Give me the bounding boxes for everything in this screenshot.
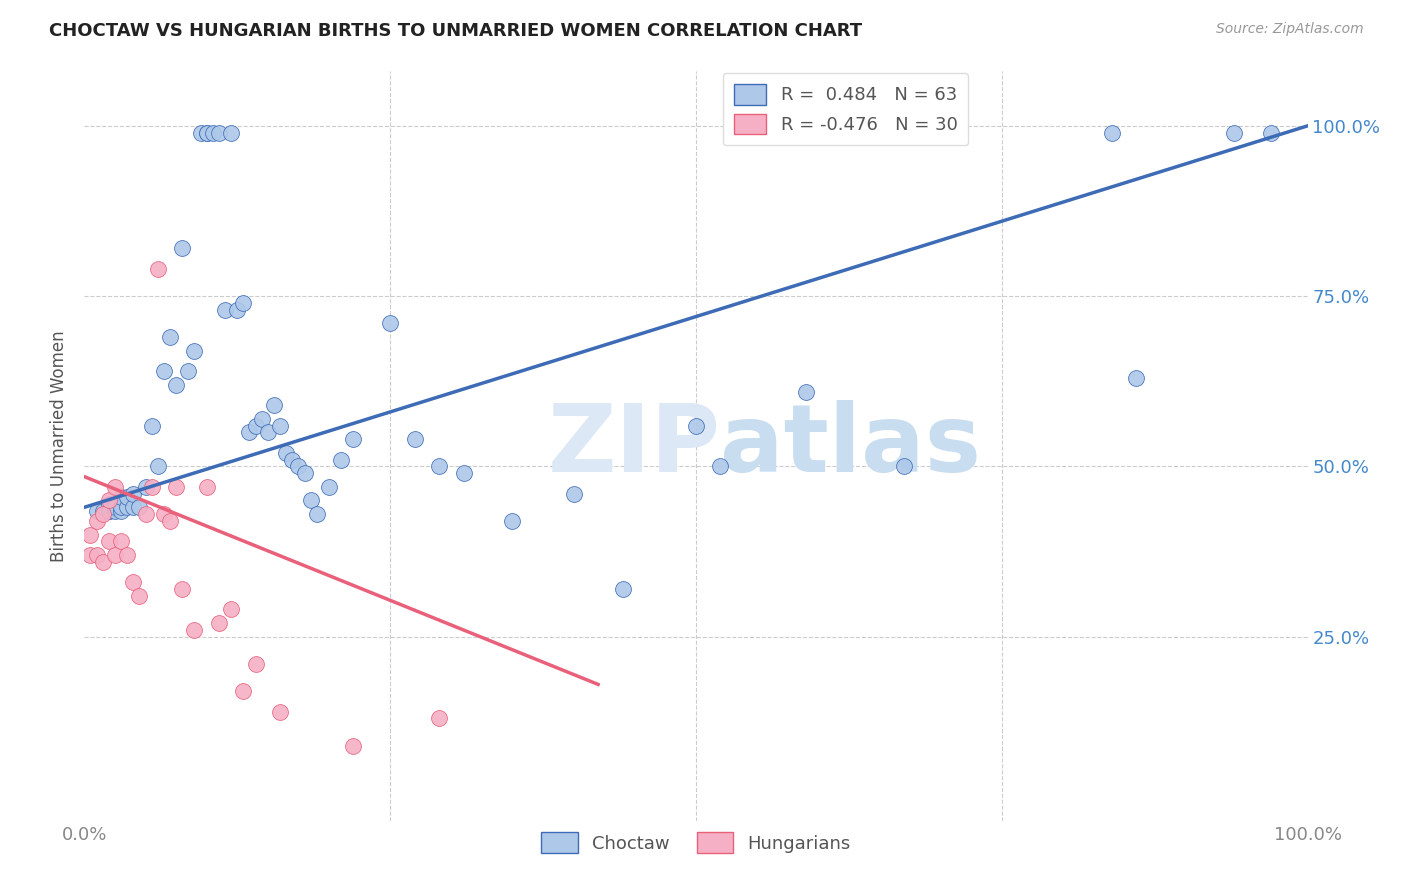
Point [153,364,176,378]
Point [110,504,132,518]
Point [79,548,101,562]
Point [201,126,224,140]
Point [330,452,353,467]
Point [263,398,285,412]
Y-axis label: Births to Unmarried Women: Births to Unmarried Women [49,330,67,562]
Point [146,459,169,474]
Point [172,242,194,256]
Point [104,548,127,562]
Point [214,302,236,317]
Point [146,261,169,276]
Point [380,317,402,331]
Point [257,425,280,440]
Point [159,514,181,528]
Point [219,602,242,616]
Point [232,296,254,310]
Point [612,582,634,596]
Point [79,527,101,541]
Point [794,384,817,399]
Point [91,555,114,569]
Point [342,432,364,446]
Point [183,623,205,637]
Point [305,507,328,521]
Point [269,705,291,719]
Point [250,411,273,425]
Point [238,425,260,440]
Text: CHOCTAW VS HUNGARIAN BIRTHS TO UNMARRIED WOMEN CORRELATION CHART: CHOCTAW VS HUNGARIAN BIRTHS TO UNMARRIED… [49,22,862,40]
Point [91,507,114,521]
Point [122,575,145,590]
Point [122,486,145,500]
Point [177,364,200,378]
Point [159,330,181,344]
Point [97,493,120,508]
Point [226,302,249,317]
Point [269,418,291,433]
Point [709,459,731,474]
Point [86,504,108,518]
Point [318,480,340,494]
Text: atlas: atlas [720,400,981,492]
Point [1223,126,1246,140]
Point [115,490,138,504]
Point [91,504,114,518]
Point [104,500,127,515]
Text: ZIP: ZIP [547,400,720,492]
Point [104,504,127,518]
Point [342,739,364,753]
Point [128,589,150,603]
Point [97,497,120,511]
Point [97,534,120,549]
Point [122,500,145,515]
Point [104,480,127,494]
Point [86,548,108,562]
Point [276,446,298,460]
Point [245,418,267,433]
Point [135,507,157,521]
Point [128,500,150,515]
Point [110,534,132,549]
Point [245,657,267,671]
Point [562,486,585,500]
Point [195,126,218,140]
Point [427,711,450,725]
Point [141,480,163,494]
Point [1125,371,1147,385]
Legend: Choctaw, Hungarians: Choctaw, Hungarians [534,825,858,860]
Point [1101,126,1123,140]
Point [172,582,194,596]
Point [153,507,176,521]
Point [1260,126,1282,140]
Point [97,504,120,518]
Point [208,126,231,140]
Point [115,548,138,562]
Point [287,459,309,474]
Point [110,500,132,515]
Point [165,377,187,392]
Point [195,480,218,494]
Point [427,459,450,474]
Point [190,126,212,140]
Point [97,504,120,518]
Point [232,684,254,698]
Point [86,514,108,528]
Point [453,467,475,481]
Point [208,616,231,631]
Point [502,514,524,528]
Point [294,467,316,481]
Point [299,493,322,508]
Point [135,480,157,494]
Point [685,418,707,433]
Point [165,480,187,494]
Text: Source: ZipAtlas.com: Source: ZipAtlas.com [1216,22,1364,37]
Point [404,432,426,446]
Point [219,126,242,140]
Point [195,126,218,140]
Point [183,343,205,358]
Point [115,500,138,515]
Point [893,459,915,474]
Point [141,418,163,433]
Point [110,490,132,504]
Point [281,452,304,467]
